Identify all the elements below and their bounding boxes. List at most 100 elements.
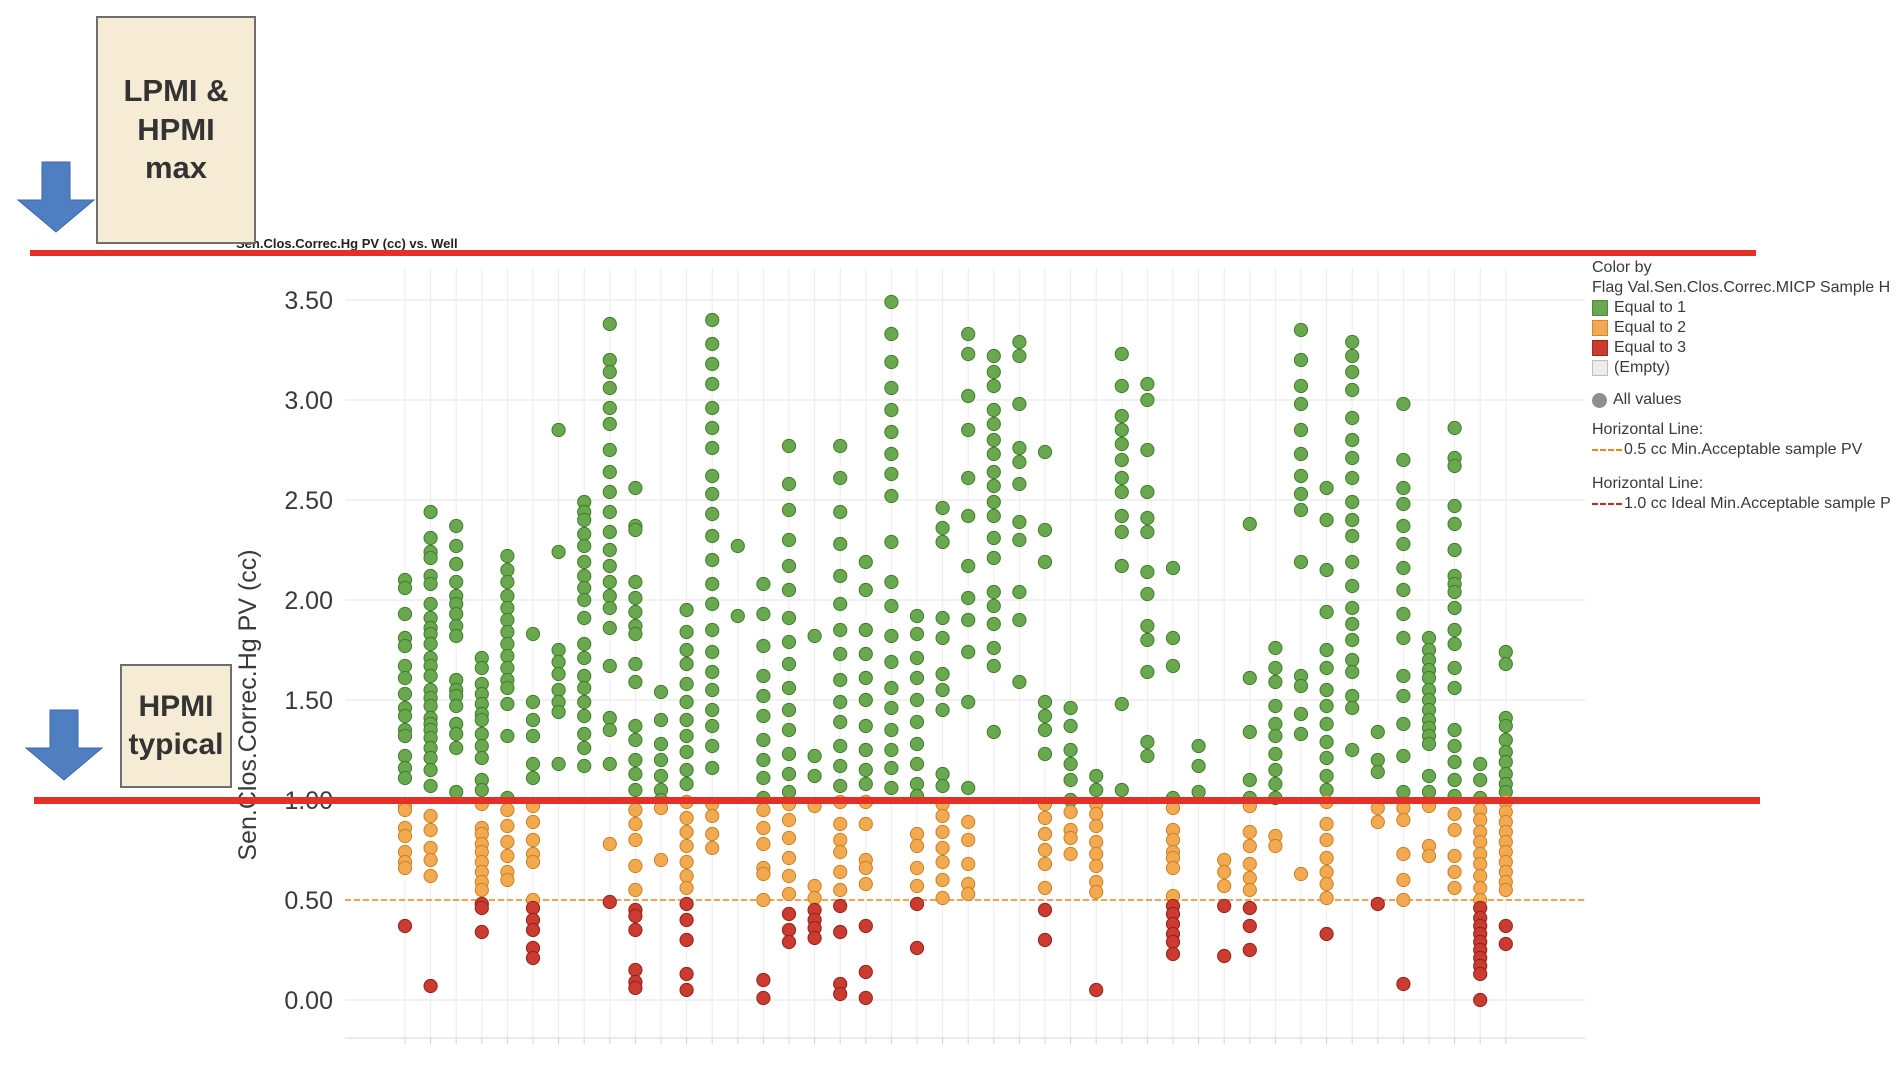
data-point[interactable] <box>1140 484 1155 500</box>
data-point[interactable] <box>1319 890 1334 906</box>
data-point[interactable] <box>423 550 438 566</box>
data-point[interactable] <box>1319 698 1334 714</box>
data-point[interactable] <box>1140 632 1155 648</box>
data-point[interactable] <box>705 336 720 352</box>
data-point[interactable] <box>602 574 617 590</box>
data-point[interactable] <box>525 626 541 642</box>
data-point[interactable] <box>1473 772 1488 788</box>
data-point[interactable] <box>884 466 899 482</box>
data-point[interactable] <box>1473 992 1488 1008</box>
data-point[interactable] <box>781 634 797 650</box>
data-point[interactable] <box>628 980 643 996</box>
data-point[interactable] <box>705 718 720 734</box>
data-point[interactable] <box>602 484 617 500</box>
data-point[interactable] <box>884 424 899 440</box>
data-point[interactable] <box>986 378 1001 394</box>
data-point[interactable] <box>1037 902 1053 918</box>
data-point[interactable] <box>1421 736 1437 752</box>
data-point[interactable] <box>423 978 438 994</box>
data-point[interactable] <box>986 416 1001 432</box>
data-point[interactable] <box>986 598 1001 614</box>
data-point[interactable] <box>1037 722 1053 738</box>
data-point[interactable] <box>628 626 643 642</box>
data-point[interactable] <box>1242 918 1257 934</box>
data-point[interactable] <box>500 834 515 850</box>
data-point[interactable] <box>781 746 797 762</box>
data-point[interactable] <box>577 568 592 584</box>
data-point[interactable] <box>1140 376 1155 392</box>
data-point[interactable] <box>1165 860 1181 876</box>
data-point[interactable] <box>397 638 413 654</box>
data-point[interactable] <box>602 416 617 432</box>
data-point[interactable] <box>884 628 899 644</box>
data-point[interactable] <box>986 364 1001 380</box>
data-point[interactable] <box>1012 532 1027 548</box>
data-point[interactable] <box>935 766 950 782</box>
data-point[interactable] <box>551 682 566 698</box>
data-point[interactable] <box>397 770 413 786</box>
data-point[interactable] <box>1447 772 1462 788</box>
data-point[interactable] <box>1268 698 1283 714</box>
data-point[interactable] <box>781 922 797 938</box>
data-point[interactable] <box>1140 564 1155 580</box>
data-point[interactable] <box>1370 764 1385 780</box>
data-point[interactable] <box>935 854 950 870</box>
data-point[interactable] <box>1293 678 1309 694</box>
data-point[interactable] <box>1089 858 1104 874</box>
data-point[interactable] <box>602 658 617 674</box>
data-point[interactable] <box>1498 918 1513 934</box>
data-point[interactable] <box>1396 748 1411 764</box>
data-point[interactable] <box>1037 694 1053 710</box>
data-point[interactable] <box>705 702 720 718</box>
data-point[interactable] <box>500 680 515 696</box>
data-point[interactable] <box>449 628 464 644</box>
data-point[interactable] <box>679 896 694 912</box>
data-point[interactable] <box>884 742 899 758</box>
data-point[interactable] <box>1473 856 1488 872</box>
data-point[interactable] <box>909 838 925 854</box>
data-point[interactable] <box>1447 806 1462 822</box>
data-point[interactable] <box>833 898 848 914</box>
data-point[interactable] <box>679 762 694 778</box>
data-point[interactable] <box>474 660 489 676</box>
data-point[interactable] <box>1319 734 1334 750</box>
data-point[interactable] <box>628 590 643 606</box>
data-point[interactable] <box>525 756 541 772</box>
data-point[interactable] <box>1498 732 1513 748</box>
data-point[interactable] <box>1293 502 1309 518</box>
data-point[interactable] <box>1089 768 1104 784</box>
data-point[interactable] <box>1447 458 1462 474</box>
data-point[interactable] <box>1396 668 1411 684</box>
data-point[interactable] <box>858 622 873 638</box>
data-point[interactable] <box>1140 734 1155 750</box>
data-point[interactable] <box>1012 440 1027 456</box>
data-point[interactable] <box>551 422 566 438</box>
data-point[interactable] <box>1370 752 1385 768</box>
data-point[interactable] <box>653 712 669 728</box>
data-point[interactable] <box>1063 772 1078 788</box>
data-point[interactable] <box>705 576 720 592</box>
data-point[interactable] <box>961 590 976 606</box>
data-point[interactable] <box>833 470 848 486</box>
data-point[interactable] <box>1319 562 1334 578</box>
data-point[interactable] <box>961 346 976 362</box>
data-point[interactable] <box>423 808 438 824</box>
data-point[interactable] <box>705 506 720 522</box>
data-point[interactable] <box>1396 688 1411 704</box>
data-point[interactable] <box>1396 518 1411 534</box>
data-point[interactable] <box>397 748 413 764</box>
data-point[interactable] <box>628 522 643 538</box>
data-point[interactable] <box>858 816 873 832</box>
data-point[interactable] <box>909 776 925 792</box>
data-point[interactable] <box>1114 378 1129 394</box>
data-point[interactable] <box>1293 468 1309 484</box>
data-point[interactable] <box>756 708 771 724</box>
data-point[interactable] <box>423 596 438 612</box>
data-point[interactable] <box>1114 452 1129 468</box>
data-point[interactable] <box>884 326 899 342</box>
data-point[interactable] <box>397 828 413 844</box>
data-point[interactable] <box>1473 834 1488 850</box>
data-point[interactable] <box>1293 486 1309 502</box>
data-point[interactable] <box>1089 834 1104 850</box>
data-point[interactable] <box>628 732 643 748</box>
